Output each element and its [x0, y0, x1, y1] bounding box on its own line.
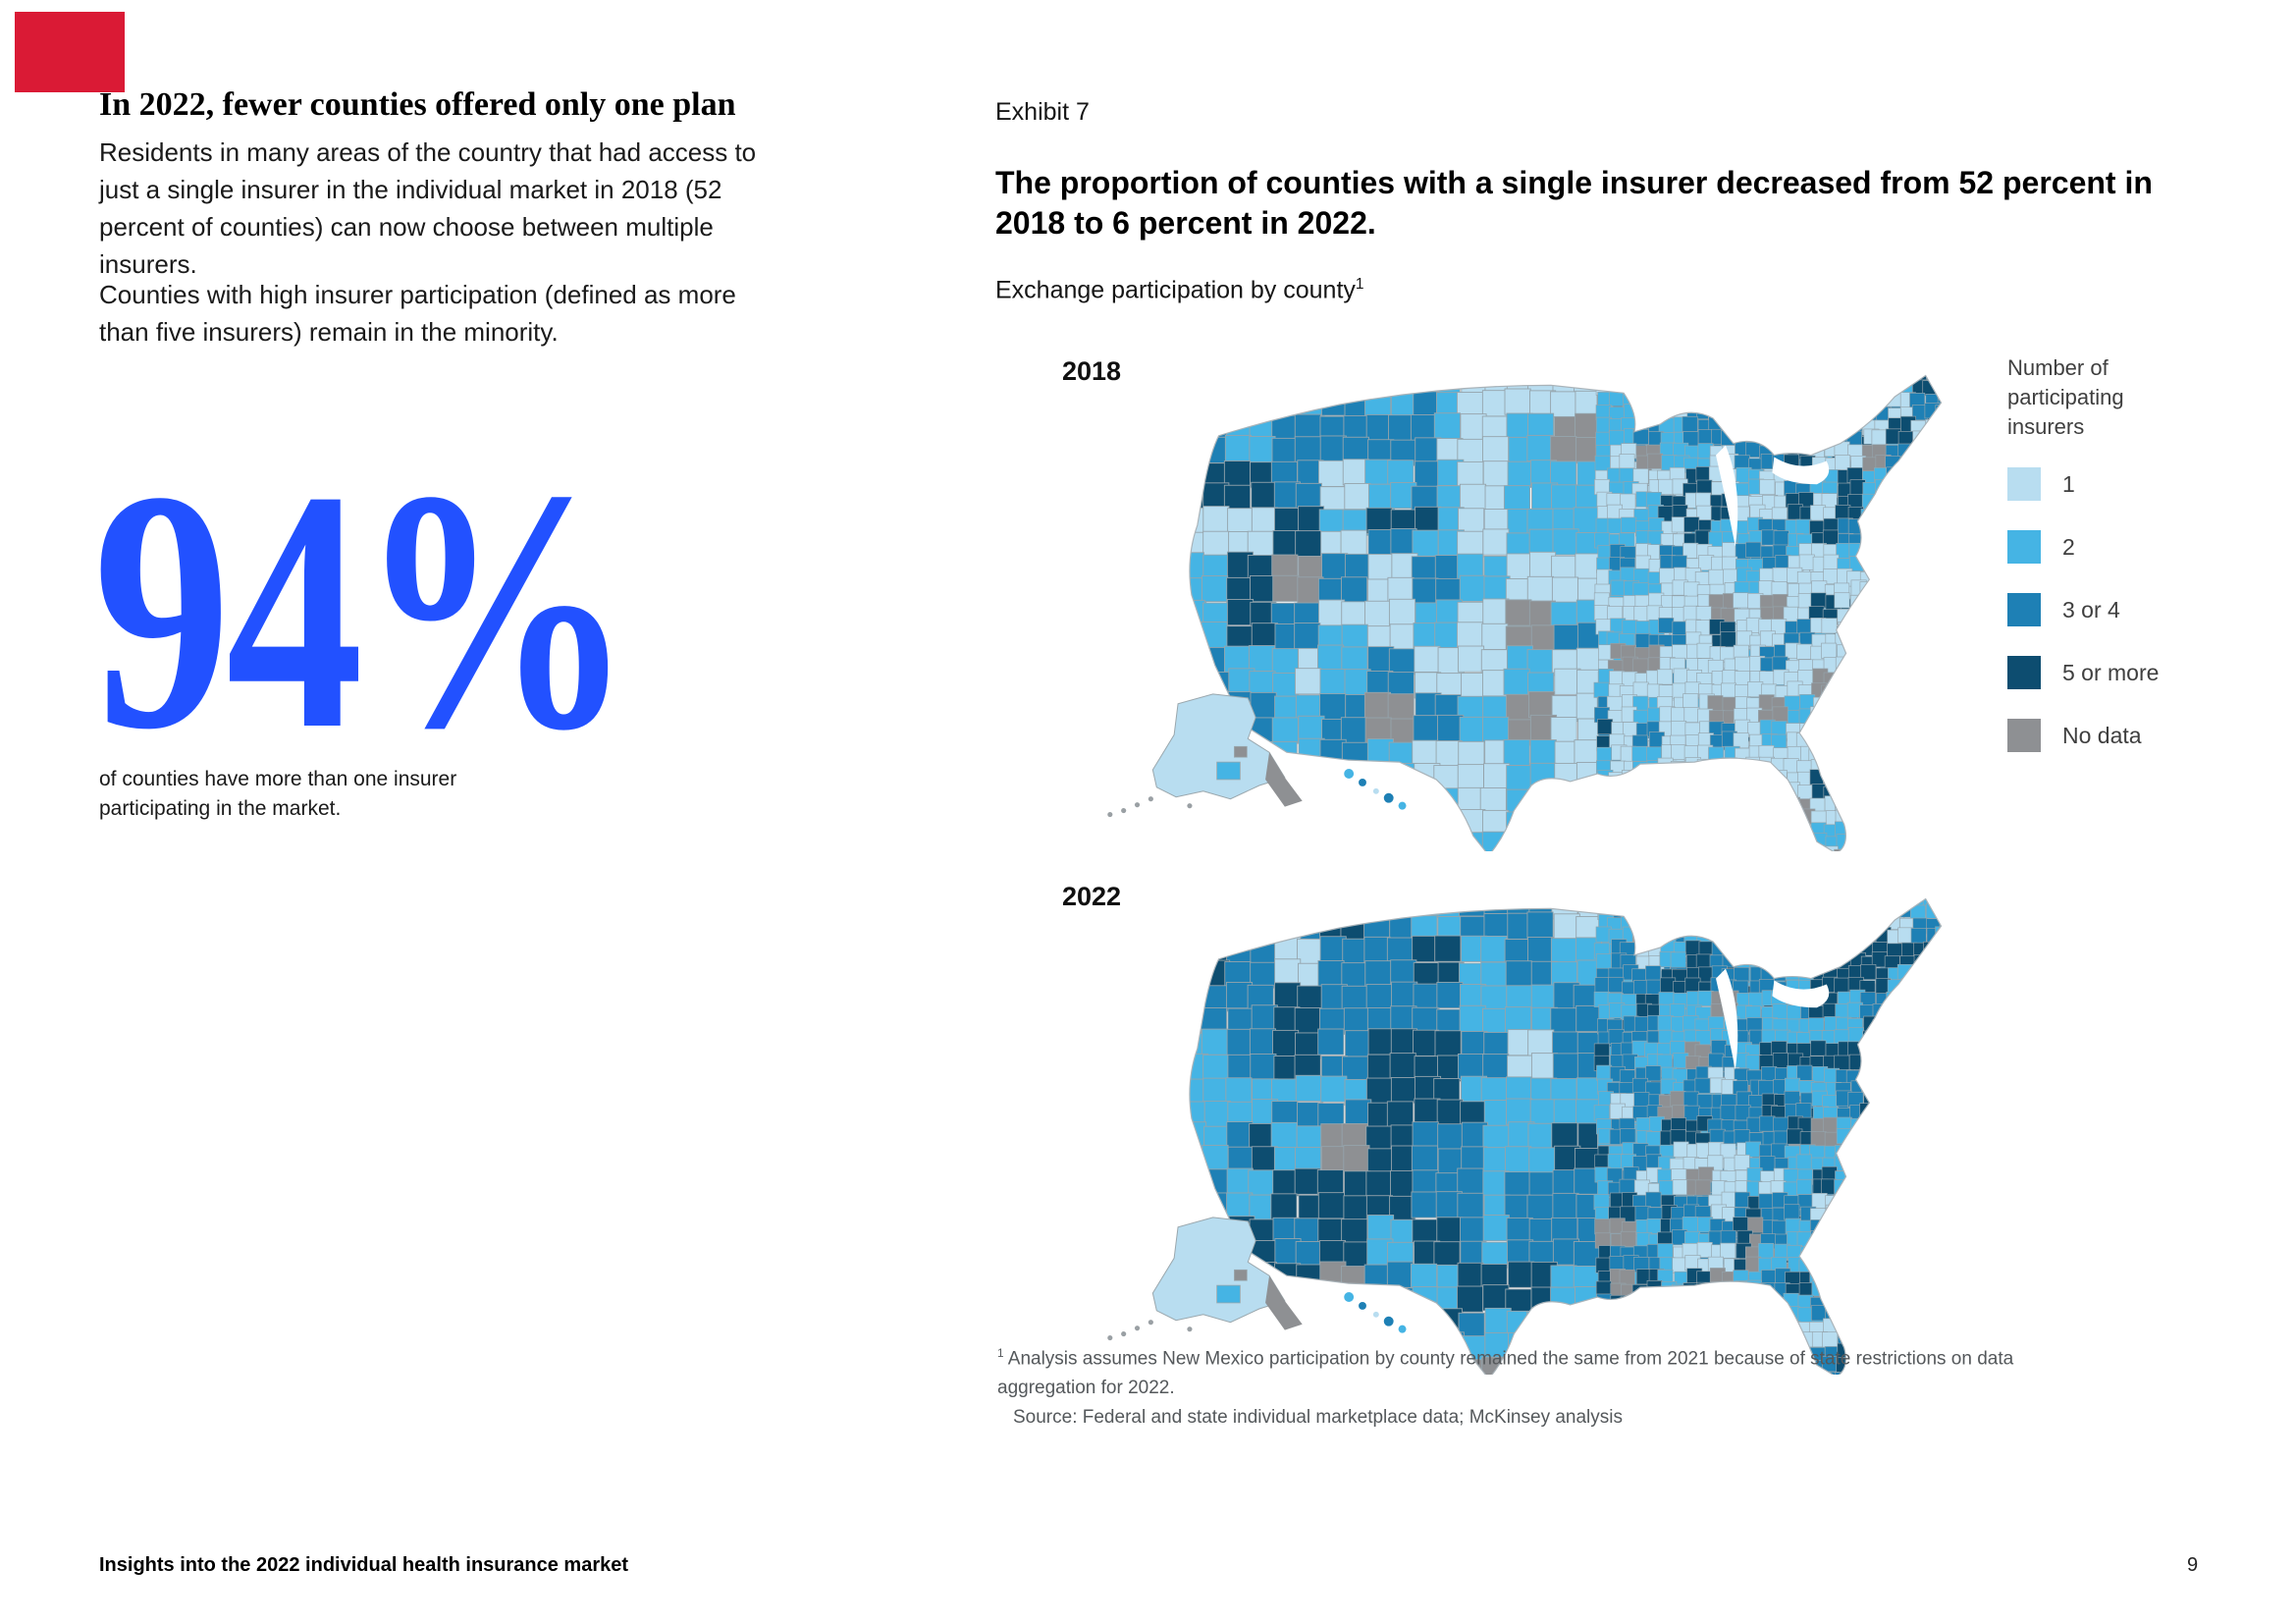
- footer-page-number: 9: [2187, 1554, 2199, 1576]
- left-paragraph-2: Counties with high insurer participation…: [99, 280, 736, 347]
- big-stat-value: 94%: [93, 419, 633, 800]
- legend-swatch-no-data: [2007, 719, 2041, 752]
- legend-item-5-or-more: 5 or more: [2007, 656, 2294, 689]
- left-paragraph-1: Residents in many areas of the country t…: [99, 137, 757, 279]
- legend-item-3-or-4: 3 or 4: [2007, 593, 2294, 626]
- legend-item-no-data: No data: [2007, 719, 2294, 752]
- exhibit-footnote: 1 Analysis assumes New Mexico participat…: [997, 1339, 2116, 1433]
- brand-red-block: [15, 12, 125, 92]
- footnote-line: 1 Analysis assumes New Mexico participat…: [997, 1339, 2116, 1403]
- choropleth-map-2022: [1107, 897, 1943, 1375]
- exhibit-label: Exhibit 7: [995, 98, 1090, 126]
- footnote-text: Analysis assumes New Mexico participatio…: [997, 1348, 2014, 1399]
- legend-title: Number of participating insurers: [2007, 355, 2124, 439]
- big-stat-caption: of counties have more than one insurer p…: [99, 768, 457, 820]
- map-legend: Number of participating insurers 1 2 3 o…: [2007, 353, 2294, 782]
- exhibit-title: The proportion of counties with a single…: [995, 165, 2153, 241]
- map-year-label-2022: 2022: [1062, 882, 1122, 911]
- legend-swatch-1-insurer: [2007, 467, 2041, 501]
- exhibit-subtitle: Exchange participation by county1: [995, 276, 1364, 304]
- exhibit-subtitle-text: Exchange participation by county: [995, 276, 1356, 304]
- legend-swatch-3-or-4-insurers: [2007, 593, 2041, 626]
- legend-item-2: 2: [2007, 530, 2294, 564]
- map-year-label-2018: 2018: [1062, 356, 1122, 386]
- choropleth-map-2018: [1107, 374, 1943, 851]
- legend-swatch-2-insurers: [2007, 530, 2041, 564]
- footnote-source: Source: Federal and state individual mar…: [1013, 1407, 1623, 1429]
- footer-report-title: Insights into the 2022 individual health…: [99, 1554, 629, 1576]
- footnote-marker: 1: [997, 1347, 1004, 1360]
- subtitle-footnote-marker: 1: [1355, 276, 1364, 293]
- legend-swatch-5-or-more-insurers: [2007, 656, 2041, 689]
- left-headline: In 2022, fewer counties offered only one…: [99, 86, 736, 123]
- legend-item-1: 1: [2007, 467, 2294, 501]
